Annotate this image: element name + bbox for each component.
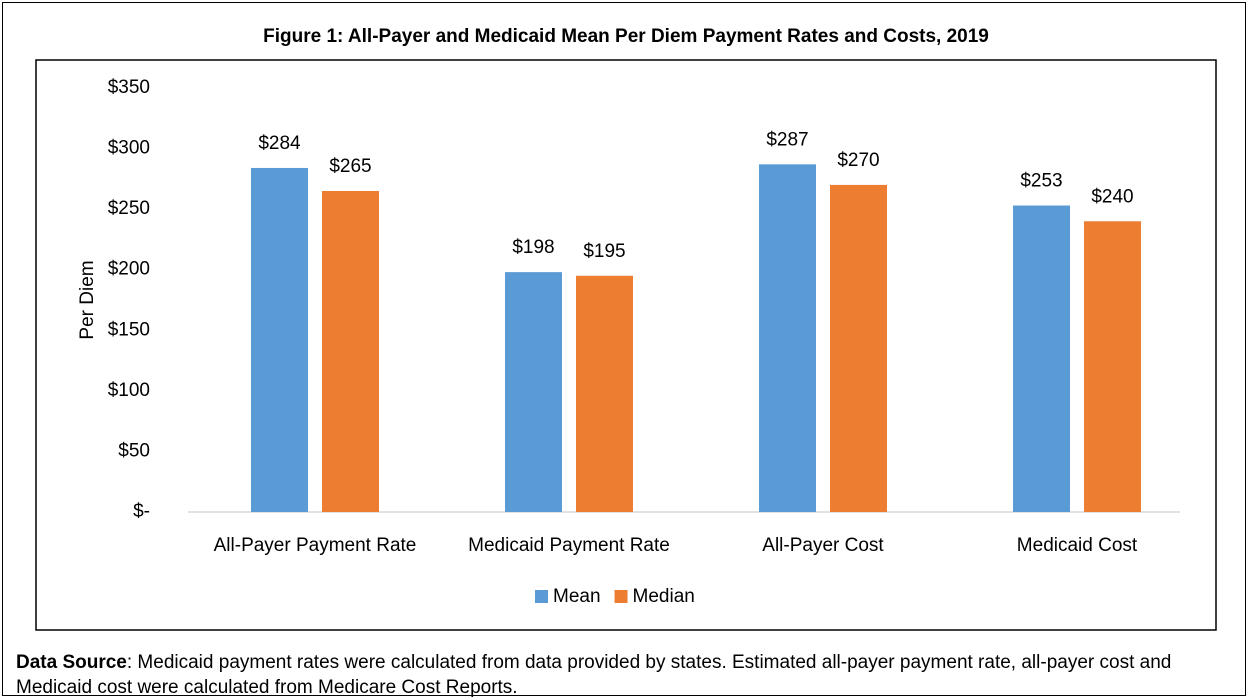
bar [322, 190, 379, 512]
data-label: $195 [583, 241, 625, 262]
bar [576, 275, 633, 512]
bar [1013, 205, 1070, 512]
y-tick-label: $50 [118, 440, 150, 461]
legend-swatch [535, 590, 548, 603]
y-tick-label: $300 [108, 138, 150, 159]
legend-swatch [614, 590, 628, 603]
bar [1084, 221, 1141, 512]
data-label: $253 [1020, 171, 1062, 192]
legend-label: Median [633, 586, 695, 607]
x-tick-label: Medicaid Payment Rate [468, 535, 670, 556]
x-tick-label: All-Payer Cost [762, 535, 884, 556]
data-label: $287 [766, 129, 808, 150]
y-axis-title: Per Diem [77, 260, 98, 339]
footnote-label: Data Source [16, 652, 127, 673]
y-tick-label: $250 [108, 198, 150, 219]
data-label: $265 [329, 156, 371, 177]
bar [759, 164, 816, 512]
footnote: Data Source: Medicaid payment rates were… [16, 650, 1236, 700]
data-label: $240 [1091, 186, 1133, 207]
bar [505, 272, 562, 512]
data-label: $270 [837, 150, 879, 171]
x-tick-label: Medicaid Cost [1017, 535, 1138, 556]
x-tick-label: All-Payer Payment Rate [214, 535, 417, 556]
y-tick-label: $200 [108, 259, 150, 280]
y-tick-label: $- [133, 501, 150, 522]
y-tick-label: $100 [108, 380, 150, 401]
y-tick-label: $150 [108, 319, 150, 340]
data-label: $198 [512, 237, 554, 258]
chart-title: Figure 1: All-Payer and Medicaid Mean Pe… [263, 26, 989, 47]
bar [251, 167, 308, 512]
footnote-text: : Medicaid payment rates were calculated… [16, 652, 1172, 698]
y-tick-label: $350 [108, 77, 150, 98]
data-label: $284 [258, 133, 301, 154]
bar [830, 184, 887, 512]
legend-label: Mean [553, 586, 601, 607]
chart-frame [35, 59, 1217, 631]
